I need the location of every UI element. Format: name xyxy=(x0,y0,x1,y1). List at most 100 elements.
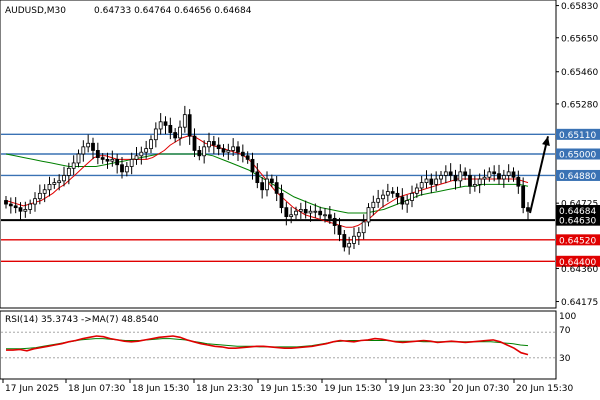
candle-body xyxy=(62,175,66,182)
candle-body xyxy=(376,198,381,203)
candle-body xyxy=(405,200,410,205)
price-tick-0.64175: 0.64175 xyxy=(561,298,598,308)
candle-body xyxy=(37,192,42,200)
candle-body xyxy=(66,167,71,176)
candle-body xyxy=(115,158,120,166)
time-tick-label: 19 Jun 15:30 xyxy=(260,384,317,394)
candle-body xyxy=(434,178,439,185)
candle-body xyxy=(105,158,110,162)
candle-body xyxy=(419,182,424,189)
candle-body xyxy=(86,142,91,148)
candle-body xyxy=(477,178,482,185)
price-tag-bg-0.65110 xyxy=(556,128,600,140)
time-tick-label: 18 Jun 15:30 xyxy=(132,384,189,394)
time-tick-label: 19 Jun 23:30 xyxy=(388,384,445,394)
candle-body xyxy=(284,207,289,217)
candle-body xyxy=(124,166,129,173)
price-tag-0.65110: 0.65110 xyxy=(559,131,596,141)
candle-body xyxy=(395,192,400,198)
rsi-title: RSI(14) 35.3743 ->MA(7) 48.8540 xyxy=(5,315,159,325)
candle-body xyxy=(443,171,448,176)
price-tag-0.65000: 0.65000 xyxy=(559,151,596,161)
candle-body xyxy=(231,146,236,151)
candle-body xyxy=(144,148,149,153)
candle-body xyxy=(110,158,115,162)
price-axis: 0.65830 0.65650 0.65460 0.65280 0.65110 0.650… xyxy=(556,2,600,308)
candle-body xyxy=(42,189,47,194)
candle-body xyxy=(414,187,419,194)
candle-body xyxy=(472,183,477,187)
candle-body xyxy=(187,114,192,137)
candles xyxy=(4,105,530,255)
candle-body xyxy=(47,183,52,191)
candle-body xyxy=(178,126,182,139)
price-tick-0.65650: 0.65650 xyxy=(561,34,598,44)
candle-body xyxy=(400,196,405,205)
rsi-levels xyxy=(1,331,555,359)
candle-body xyxy=(197,150,202,157)
candle-body xyxy=(91,142,95,151)
candle-body xyxy=(81,146,86,155)
candle-body xyxy=(52,182,57,185)
candle-body xyxy=(120,164,124,173)
rsi-line xyxy=(6,335,529,356)
candle-body xyxy=(526,207,530,212)
projection-line xyxy=(529,136,549,214)
time-tick-label: 18 Jun 23:30 xyxy=(196,384,253,394)
candle-body xyxy=(303,209,308,214)
candle-body xyxy=(468,175,472,187)
candle-body xyxy=(458,171,463,182)
rsi-lines xyxy=(6,335,529,356)
candle-body xyxy=(100,157,105,160)
price-tick-0.65460: 0.65460 xyxy=(561,68,598,78)
candle-body xyxy=(337,225,342,235)
candle-body xyxy=(453,175,458,182)
candle-body xyxy=(153,128,158,141)
candle-body xyxy=(448,171,453,176)
candle-body xyxy=(255,171,260,184)
candle-body xyxy=(173,132,178,139)
candle-body xyxy=(269,178,274,184)
candle-body xyxy=(260,182,265,191)
candle-body xyxy=(347,243,352,248)
rsi-tick-30: 30 xyxy=(559,354,571,364)
candle-body xyxy=(385,191,390,196)
candle-body xyxy=(134,155,139,160)
candle-body xyxy=(18,207,23,212)
price-tag-0.64520: 0.64520 xyxy=(559,236,596,246)
rsi-tick-100: 100 xyxy=(559,312,576,322)
candle-body xyxy=(202,146,207,157)
candle-body xyxy=(226,150,231,153)
time-tick-label: 18 Jun 07:30 xyxy=(68,384,125,394)
candle-body xyxy=(323,214,327,217)
price-tag-bg-0.65000 xyxy=(556,148,600,160)
candle-body xyxy=(487,171,492,178)
price-tag-bg-0.64630 xyxy=(556,214,600,226)
candle-body xyxy=(182,114,187,128)
price-tick-0.65280: 0.65280 xyxy=(561,100,598,110)
rsi-panel xyxy=(0,310,557,380)
candle-body xyxy=(245,155,250,160)
candle-body xyxy=(265,178,269,191)
candle-body xyxy=(410,192,414,201)
price-tick-0.65830: 0.65830 xyxy=(561,2,598,12)
candle-body xyxy=(381,194,385,200)
time-tick-label: 17 Jun 2025 xyxy=(5,384,59,394)
candle-body xyxy=(33,198,37,205)
candle-body xyxy=(313,210,318,213)
candle-body xyxy=(129,158,134,167)
candle-body xyxy=(250,158,255,173)
candle-body xyxy=(463,171,468,176)
candle-body xyxy=(506,171,511,176)
candle-body xyxy=(158,121,163,130)
candle-body xyxy=(168,124,173,133)
candle-body xyxy=(390,191,395,194)
price-tag-0.64880: 0.64880 xyxy=(559,172,596,182)
candle-body xyxy=(221,148,226,153)
time-tick-label: 20 Jun 07:30 xyxy=(452,384,509,394)
price-tag-0.64630: 0.64630 xyxy=(559,217,596,227)
candle-body xyxy=(492,171,497,175)
candle-body xyxy=(332,217,337,226)
candle-body xyxy=(424,178,429,184)
